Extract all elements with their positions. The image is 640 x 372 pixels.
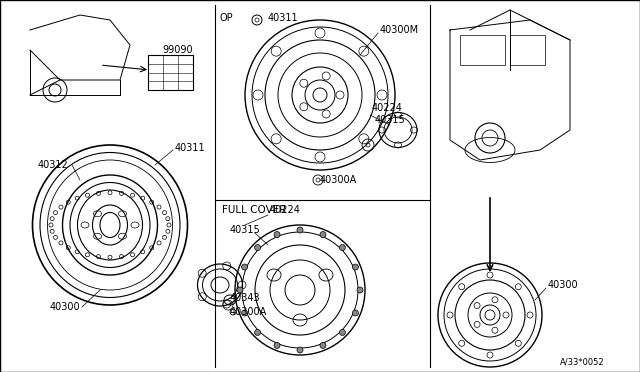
Circle shape [320, 343, 326, 349]
Circle shape [357, 287, 363, 293]
Circle shape [241, 264, 248, 270]
Bar [148, 55, 193, 90]
Circle shape [339, 330, 346, 336]
Text: 40312: 40312 [38, 160, 68, 170]
Bar [460, 35, 505, 65]
Text: 40311: 40311 [268, 13, 299, 23]
Circle shape [339, 244, 346, 251]
Circle shape [255, 244, 260, 251]
Text: 40311: 40311 [175, 143, 205, 153]
Bar [510, 35, 545, 65]
Text: 40224: 40224 [372, 103, 403, 113]
Text: 40343: 40343 [230, 293, 260, 303]
Text: OP: OP [220, 13, 234, 23]
Text: 40300A: 40300A [230, 307, 268, 317]
Circle shape [297, 227, 303, 233]
Text: 40224: 40224 [270, 205, 301, 215]
Text: 40315: 40315 [230, 225, 260, 235]
Circle shape [274, 343, 280, 349]
Circle shape [255, 330, 260, 336]
Circle shape [237, 287, 243, 293]
Text: 40300M: 40300M [380, 25, 419, 35]
Circle shape [297, 347, 303, 353]
Circle shape [274, 231, 280, 238]
Circle shape [320, 231, 326, 238]
Text: A/33*0052: A/33*0052 [560, 357, 605, 366]
Text: 40300: 40300 [50, 302, 81, 312]
Text: 40315: 40315 [375, 115, 406, 125]
Text: 99090: 99090 [162, 45, 193, 55]
Text: 40300: 40300 [548, 280, 579, 290]
Circle shape [241, 310, 248, 316]
Text: FULL COVER: FULL COVER [222, 205, 286, 215]
Circle shape [353, 310, 358, 316]
Text: 40300A: 40300A [320, 175, 357, 185]
Circle shape [353, 264, 358, 270]
